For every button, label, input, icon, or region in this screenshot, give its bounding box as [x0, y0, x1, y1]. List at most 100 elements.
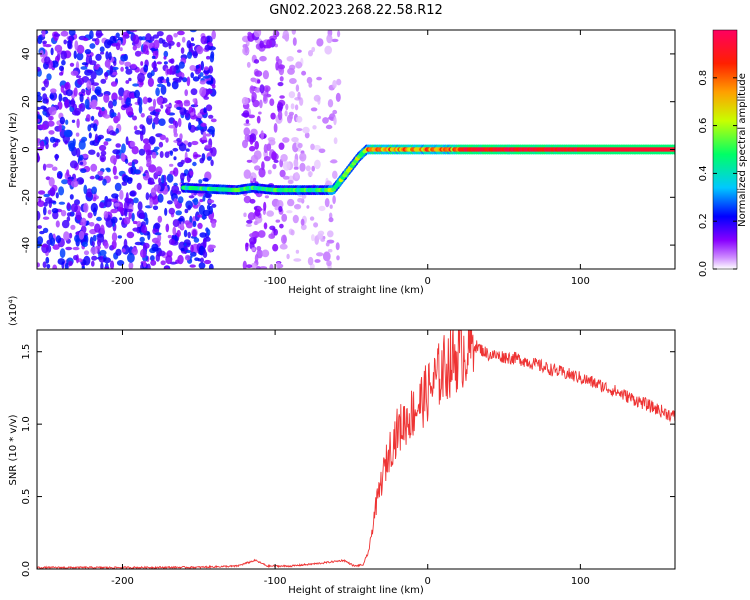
noise-blob [207, 199, 215, 204]
noise-blob [262, 70, 269, 80]
noise-blob [264, 195, 269, 199]
noise-blob [210, 118, 217, 123]
noise-blob [73, 255, 78, 261]
noise-blob [66, 169, 70, 177]
noise-blob [103, 93, 110, 103]
noise-blob [55, 192, 59, 199]
noise-blob [324, 45, 333, 55]
noise-blob [243, 127, 251, 136]
noise-blob [151, 55, 156, 60]
noise-blob [44, 56, 51, 65]
noise-blob [245, 264, 253, 269]
noise-blob [290, 103, 295, 110]
noise-blob [37, 36, 43, 44]
y-tick-label: -40 [21, 237, 32, 253]
noise-blob [205, 227, 209, 233]
noise-blob [73, 50, 77, 59]
noise-blob [48, 115, 54, 121]
noise-blob [116, 260, 125, 266]
noise-blob [82, 37, 89, 42]
noise-blob [336, 78, 342, 86]
noise-blob [184, 208, 189, 214]
noise-blob [104, 72, 109, 77]
noise-blob [259, 55, 267, 62]
noise-blob [328, 217, 334, 223]
snr-xlabel: Height of straight line (km) [288, 585, 424, 596]
noise-blob [291, 137, 299, 143]
noise-blob [89, 140, 95, 146]
noise-blob [301, 70, 307, 76]
noise-blob [311, 234, 315, 242]
noise-blob [114, 182, 122, 192]
noise-blob [112, 149, 121, 155]
noise-blob [165, 223, 170, 233]
noise-blob [60, 50, 67, 60]
noise-blob [164, 207, 168, 216]
noise-blob [208, 114, 214, 119]
noise-blob [103, 141, 109, 146]
noise-blob [266, 39, 273, 49]
noise-blob [76, 147, 81, 158]
noise-blob [162, 41, 169, 48]
noise-blob [277, 110, 283, 121]
noise-blob [202, 131, 207, 139]
noise-blob [249, 138, 254, 145]
noise-blob [333, 137, 338, 145]
noise-blob [157, 233, 162, 242]
noise-blob [199, 86, 207, 97]
noise-blob [335, 92, 341, 102]
noise-blob [70, 98, 75, 108]
noise-blob [173, 156, 177, 161]
noise-blob [131, 161, 135, 168]
noise-blob [125, 80, 130, 84]
noise-blob [178, 143, 187, 152]
noise-blob [310, 107, 318, 112]
noise-blob [37, 236, 44, 245]
noise-blob [71, 119, 76, 124]
noise-blob [200, 60, 204, 71]
noise-blob [200, 35, 208, 45]
noise-blob [121, 97, 125, 106]
noise-blob [99, 46, 105, 53]
noise-blob [160, 104, 164, 109]
noise-blob [43, 78, 50, 88]
noise-blob [153, 117, 160, 125]
noise-blob [127, 112, 134, 116]
noise-blob [55, 153, 59, 161]
noise-blob [37, 210, 41, 221]
noise-blob [275, 219, 281, 223]
noise-blob [107, 198, 112, 202]
noise-blob [292, 37, 297, 46]
noise-blob [243, 212, 247, 218]
noise-blob [139, 212, 145, 219]
noise-blob [175, 79, 182, 83]
noise-blob [292, 214, 299, 224]
noise-blob [192, 204, 199, 209]
noise-blob [293, 166, 299, 170]
noise-blob [261, 249, 270, 258]
noise-blob [76, 75, 82, 79]
noise-blob [273, 159, 279, 163]
noise-blob [125, 66, 129, 70]
noise-blob [199, 199, 204, 203]
noise-blob [142, 138, 150, 144]
noise-blob [313, 222, 319, 228]
noise-blob [92, 197, 97, 202]
noise-blob [52, 210, 59, 220]
noise-blob [79, 161, 84, 165]
colorbar-gradient [712, 29, 738, 270]
noise-blob [65, 89, 73, 97]
noise-blob [92, 234, 97, 242]
noise-blob [195, 65, 200, 69]
noise-blob [45, 163, 54, 168]
noise-blob [95, 106, 102, 110]
noise-blob [246, 61, 251, 68]
noise-blob [37, 118, 41, 123]
snr-series-line [37, 330, 675, 569]
noise-blob [125, 68, 133, 75]
noise-blob [147, 77, 154, 87]
noise-blob [300, 218, 305, 226]
colorbar-tick-label: 0.2 [698, 213, 709, 229]
noise-blob [129, 141, 136, 148]
noise-blob [139, 81, 144, 86]
